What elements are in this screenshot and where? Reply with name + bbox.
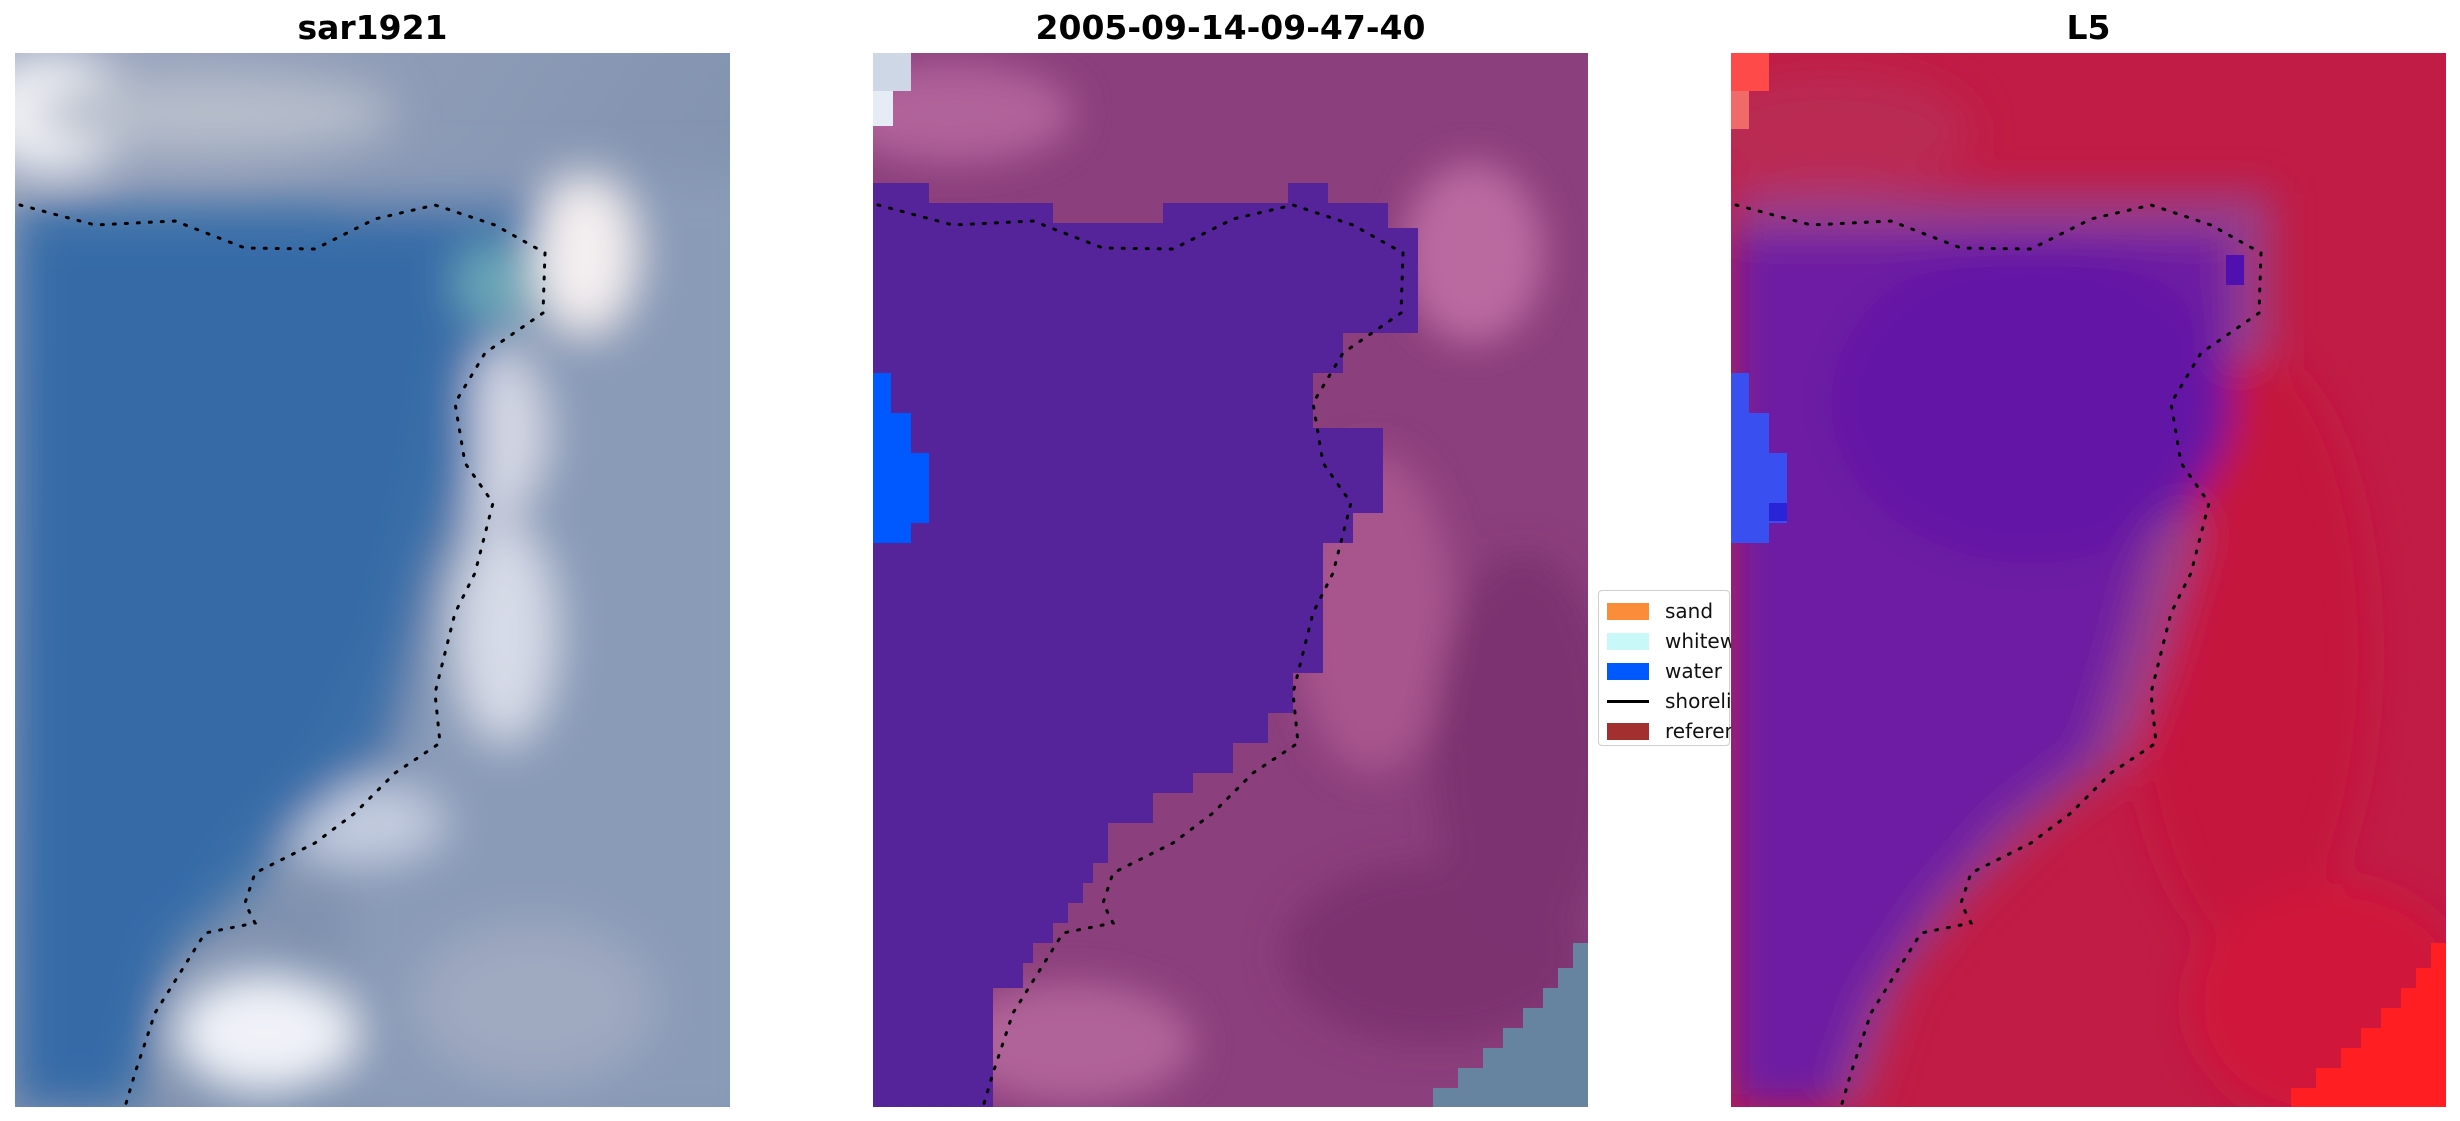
- legend-item-water: water: [1607, 657, 1722, 685]
- shoreline-line-swatch: [1607, 699, 1649, 703]
- panel-title-date: 2005-09-14-09-47-40: [1035, 8, 1426, 47]
- classification-image: [873, 53, 1588, 1107]
- legend-item-sand: sand: [1607, 597, 1713, 625]
- l5-panel: [1731, 53, 2446, 1107]
- legend: sand whitewater water shoreline referenc…: [1598, 590, 1858, 746]
- water-class-patch: [873, 373, 929, 543]
- reference-shoreline-swatch: [1607, 722, 1649, 740]
- l5-image: [1731, 53, 2446, 1107]
- whitewater-swatch: [1607, 632, 1649, 650]
- sand-swatch: [1607, 602, 1649, 620]
- classification-panel: [873, 53, 1588, 1107]
- water-swatch: [1607, 662, 1649, 680]
- panel-title-sar1921: sar1921: [297, 8, 448, 47]
- water-region: [873, 183, 1418, 1107]
- legend-label: sand: [1665, 599, 1714, 623]
- shoreline-dots: [18, 203, 547, 1107]
- shoreline-dots: [876, 203, 1405, 1107]
- rgb-image: [15, 53, 730, 1107]
- panel-title-l5: L5: [2066, 8, 2111, 47]
- legend-label: water: [1665, 659, 1722, 683]
- shoreline-dots: [1734, 203, 2263, 1107]
- rgb-image-panel: [15, 53, 730, 1107]
